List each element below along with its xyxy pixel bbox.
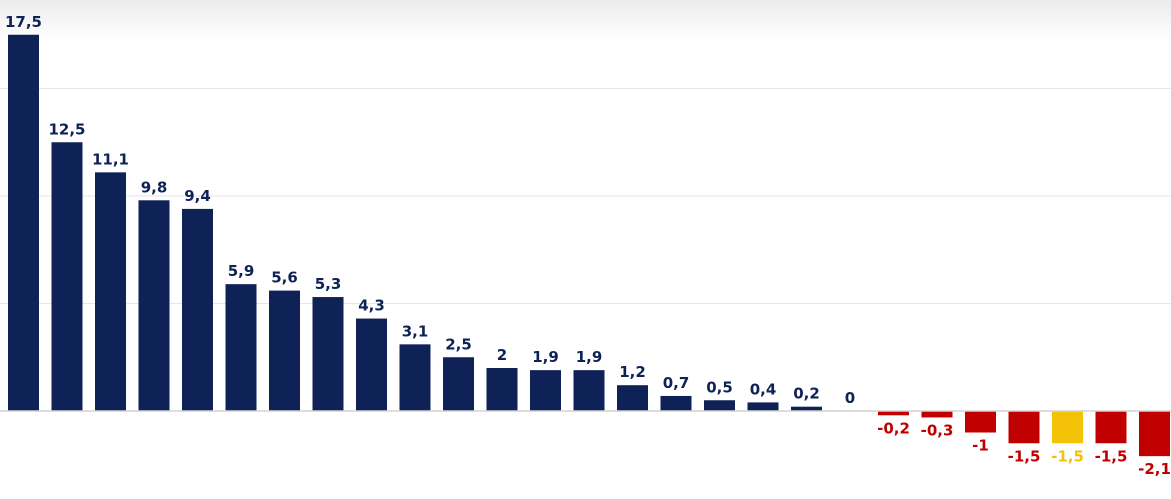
data-label: 11,1 <box>92 150 129 168</box>
bar <box>1008 411 1040 444</box>
data-label: 0,2 <box>793 385 820 403</box>
data-label: 17,5 <box>5 13 42 31</box>
bar <box>965 411 996 433</box>
bar <box>138 200 170 411</box>
bar <box>356 318 387 411</box>
bar <box>1095 411 1127 444</box>
data-label: -2,1 <box>1138 460 1171 478</box>
data-label: 12,5 <box>48 120 85 138</box>
data-label: 5,9 <box>228 262 255 280</box>
data-label: 1,2 <box>619 363 646 381</box>
bar <box>182 208 213 411</box>
bar <box>921 411 953 418</box>
bar <box>747 402 779 411</box>
bar <box>617 385 648 411</box>
bar <box>791 406 822 411</box>
bar <box>8 34 39 411</box>
data-label: 4,3 <box>358 297 385 315</box>
data-label: 0 <box>845 389 855 407</box>
bar <box>660 395 692 411</box>
data-label: -1 <box>972 437 989 455</box>
data-label: 0,5 <box>706 378 733 396</box>
data-label: 0,7 <box>663 374 690 392</box>
bar <box>225 284 257 411</box>
data-label: -1,5 <box>1008 447 1041 465</box>
data-label: -0,3 <box>921 421 954 439</box>
bar <box>1052 411 1083 444</box>
bar <box>704 400 735 411</box>
data-label: 5,3 <box>315 275 342 293</box>
data-labels: 17,5 12,5 11,1 9,8 9,4 5,9 5,6 5,3 4,3 3,1 2,5 2 1,9… <box>5 13 1171 478</box>
bar <box>530 370 561 411</box>
bar <box>878 411 909 416</box>
data-label: -1,5 <box>1095 447 1128 465</box>
data-label: 1,9 <box>576 348 603 366</box>
bar <box>312 297 344 411</box>
data-label: -0,2 <box>877 419 910 437</box>
data-label: 2 <box>497 346 507 364</box>
data-label: 9,8 <box>141 178 168 196</box>
data-label: 2,5 <box>445 335 472 353</box>
bar <box>573 370 605 411</box>
bar <box>51 142 83 411</box>
data-label: 0,4 <box>750 380 777 398</box>
bar <box>269 290 300 411</box>
data-label: 5,6 <box>271 269 298 287</box>
bar <box>486 368 518 411</box>
data-label: -1,5 <box>1051 447 1084 465</box>
data-label: 1,9 <box>532 348 559 366</box>
bar <box>1139 411 1170 457</box>
bar <box>399 344 431 411</box>
data-label: 9,4 <box>184 187 211 205</box>
bars <box>8 34 1170 457</box>
bar <box>95 172 126 411</box>
data-label: 3,1 <box>402 322 429 340</box>
bar <box>443 357 474 411</box>
gridlines <box>0 88 1171 304</box>
